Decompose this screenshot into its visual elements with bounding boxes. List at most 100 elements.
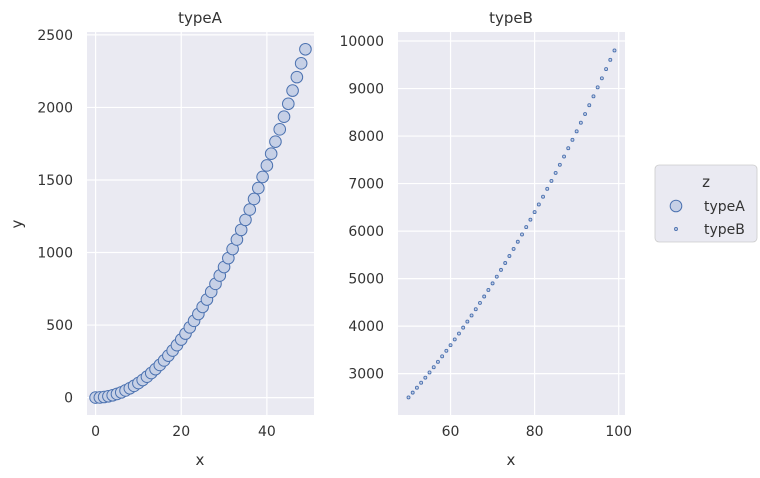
scatter-point-typeB <box>557 162 562 167</box>
panel-typeA-title: typeA <box>178 9 223 27</box>
scatter-point-typeB <box>486 288 491 292</box>
scatter-point-typeB <box>507 254 512 258</box>
scatter-point-typeB <box>608 57 613 62</box>
scatter-point-typeB <box>444 348 449 353</box>
scatter-point-typeB <box>520 232 524 237</box>
panel-typeA-xlabel: x <box>196 451 205 469</box>
legend-title: z <box>702 173 710 191</box>
scatter-point-typeB <box>574 129 579 134</box>
x-tick-label: 80 <box>526 424 544 440</box>
scatter-point-typeB <box>583 112 588 116</box>
y-tick-label: 2000 <box>37 100 73 116</box>
scatter-point-typeB <box>604 67 609 72</box>
scatter-point-typeA <box>256 170 269 184</box>
legend-label-typeB: typeB <box>704 222 745 238</box>
scatter-point-typeB <box>532 210 537 215</box>
y-tick-label: 1500 <box>37 173 73 189</box>
y-tick-label: 7000 <box>348 177 384 193</box>
legend-marker-typeB <box>674 227 678 231</box>
scatter-point-typeB <box>591 94 596 99</box>
scatter-point-typeB <box>435 359 440 364</box>
y-tick-label: 6000 <box>348 224 384 240</box>
scatter-point-typeB <box>457 331 461 336</box>
scatter-point-typeA <box>260 159 274 172</box>
scatter-point-typeB <box>427 370 432 375</box>
scatter-point-typeA <box>294 57 308 70</box>
scatter-point-typeB <box>524 225 529 230</box>
x-tick-label: 40 <box>258 424 276 440</box>
scatter-point-typeA <box>264 147 278 161</box>
panel-typeB-grid <box>398 32 625 415</box>
scatter-point-typeB <box>511 246 516 251</box>
panel-typeB-background <box>398 32 625 415</box>
panel-typeA: 0 20 40 0 500 1000 1500 2000 2500 typeA x y <box>8 9 314 469</box>
panel-typeA-ylabel: y <box>8 219 26 228</box>
y-tick-label: 2500 <box>37 28 73 44</box>
scatter-point-typeB <box>541 194 545 199</box>
scatter-point-typeA <box>269 135 282 148</box>
scatter-point-typeA <box>273 123 287 136</box>
panel-typeA-grid <box>87 32 314 415</box>
scatter-point-typeB <box>414 385 419 390</box>
scatter-point-typeB <box>587 103 592 108</box>
panel-typeB-title: typeB <box>489 9 533 27</box>
scatter-point-typeB <box>423 375 428 380</box>
scatter-point-typeB <box>448 343 453 348</box>
scatter-point-typeB <box>536 202 541 207</box>
scatter-point-typeB <box>431 365 436 370</box>
legend: z typeA typeB <box>654 164 758 243</box>
scatter-point-typeA <box>277 110 291 124</box>
scatter-point-typeB <box>549 178 554 183</box>
scatter-point-typeB <box>499 267 503 272</box>
scatter-point-typeB <box>482 294 487 299</box>
scatter-point-typeA <box>282 97 295 111</box>
scatter-point-typeA <box>299 42 312 56</box>
scatter-point-typeB <box>410 390 415 395</box>
scatter-point-typeB <box>469 313 474 318</box>
panel-typeB-points <box>406 48 617 400</box>
scatter-point-typeB <box>473 307 478 312</box>
scatter-point-typeB <box>515 239 520 244</box>
panel-typeB: 60 80 100 3000 4000 5000 6000 7000 8000 9000 10000… <box>339 9 632 469</box>
scatter-point-typeB <box>490 281 495 286</box>
scatter-point-typeA <box>252 181 265 195</box>
scatter-point-typeB <box>612 48 617 53</box>
scatter-point-typeB <box>578 120 583 125</box>
scatter-point-typeA <box>286 84 299 97</box>
scatter-point-typeB <box>494 274 499 279</box>
y-tick-label: 3000 <box>348 367 384 383</box>
scatter-point-typeB <box>478 300 482 305</box>
x-tick-label: 100 <box>605 424 632 440</box>
legend-label-typeA: typeA <box>704 199 745 215</box>
y-tick-label: 9000 <box>348 82 384 98</box>
scatter-point-typeB <box>595 85 600 90</box>
y-tick-label: 500 <box>46 318 73 334</box>
panel-typeB-xlabel: x <box>507 451 516 469</box>
scatter-point-typeB <box>419 380 424 385</box>
legend-marker-typeA <box>669 199 683 213</box>
x-tick-label: 20 <box>172 424 190 440</box>
scatter-point-typeB <box>461 325 466 330</box>
scatter-point-typeA <box>290 70 304 84</box>
y-tick-label: 4000 <box>348 319 384 335</box>
scatter-point-typeB <box>570 137 575 142</box>
y-tick-label: 8000 <box>348 129 384 145</box>
y-tick-label: 1000 <box>37 246 73 262</box>
scatter-point-typeB <box>562 154 566 159</box>
panel-typeB-ticks: 60 80 100 3000 4000 5000 6000 7000 8000 9000 10000 <box>339 34 632 440</box>
scatter-point-typeB <box>528 217 533 222</box>
panel-typeA-points <box>89 42 312 404</box>
scatter-point-typeB <box>465 319 470 324</box>
legend-box <box>654 164 758 243</box>
scatter-point-typeA <box>243 203 257 216</box>
scatter-point-typeB <box>440 354 445 359</box>
x-tick-label: 0 <box>91 424 100 440</box>
scatter-point-typeB <box>503 261 508 265</box>
scatter-point-typeB <box>566 146 571 151</box>
x-tick-label: 60 <box>442 424 460 440</box>
panel-typeA-background <box>87 32 314 415</box>
y-tick-label: 0 <box>64 391 73 407</box>
y-tick-label: 10000 <box>339 34 384 50</box>
scatter-point-typeB <box>545 186 550 191</box>
panel-typeA-ticks: 0 20 40 0 500 1000 1500 2000 2500 <box>37 28 275 440</box>
